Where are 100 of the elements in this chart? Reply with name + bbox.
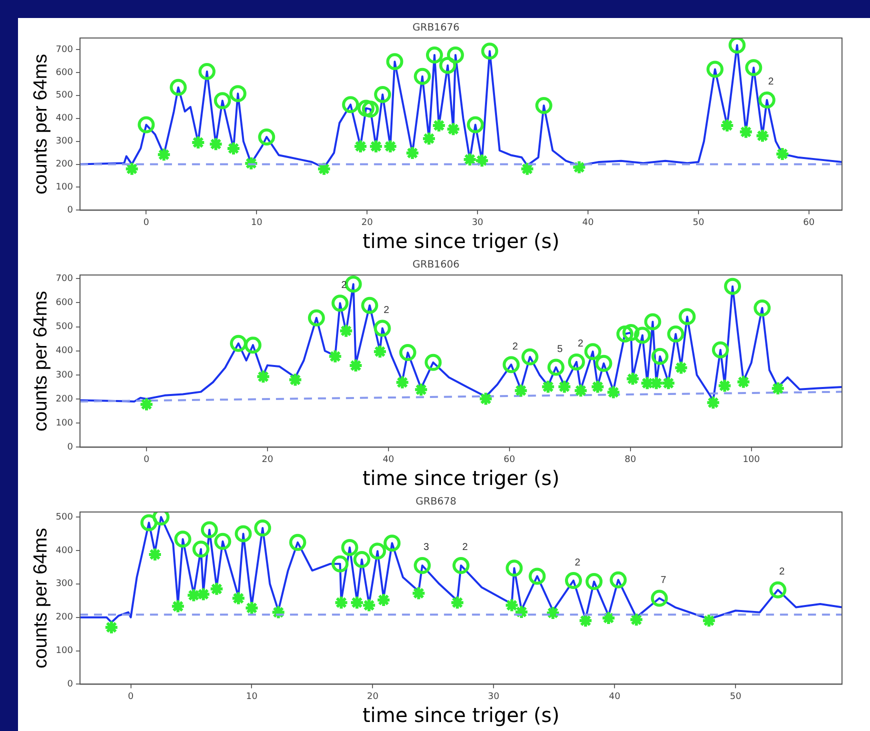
annotation: 2 [462, 542, 468, 554]
annotation: 7 [660, 575, 667, 586]
x-tick-label: 60 [803, 218, 815, 228]
point [104, 620, 119, 635]
point [502, 356, 520, 374]
point [208, 136, 224, 152]
point [374, 86, 392, 103]
point [452, 557, 470, 574]
point [382, 138, 398, 154]
y-tick-label: 300 [56, 370, 74, 380]
x-tick-label: 20 [366, 692, 379, 702]
point [414, 382, 429, 398]
y-tick-label: 200 [56, 394, 74, 404]
annotation: 2 [574, 557, 581, 568]
point [139, 396, 154, 412]
point [256, 369, 271, 384]
point [386, 53, 404, 70]
point [728, 38, 746, 54]
point [545, 605, 560, 620]
point [514, 604, 529, 620]
point [528, 568, 546, 585]
point [196, 586, 211, 602]
point [214, 92, 231, 110]
point [474, 153, 490, 168]
y-axis-title: counts per 64ms [30, 290, 52, 432]
point [738, 124, 754, 140]
point [446, 46, 464, 64]
y-tick-label: 700 [56, 44, 74, 55]
point [504, 598, 520, 613]
point [372, 344, 388, 360]
point [374, 320, 391, 337]
point [332, 294, 349, 312]
x-tick-label: 20 [361, 218, 374, 228]
point [352, 138, 368, 154]
point [254, 520, 272, 537]
annotation: 5 [557, 344, 564, 355]
point [610, 571, 627, 588]
point [520, 161, 535, 176]
point [573, 383, 588, 398]
point [745, 59, 762, 76]
y-tick-label: 100 [56, 182, 74, 193]
point [384, 534, 401, 552]
point [556, 379, 572, 394]
point [724, 278, 742, 295]
y-axis-title: counts per 64ms [30, 54, 52, 194]
point [156, 147, 172, 162]
point [678, 308, 696, 326]
y-tick-label: 600 [56, 68, 74, 78]
point [578, 613, 594, 628]
point [138, 116, 155, 134]
point [622, 324, 640, 342]
point [720, 118, 735, 133]
point [244, 600, 260, 616]
point [369, 542, 386, 560]
x-axis-title: time since triger (s) [362, 703, 560, 728]
x-tick-label: 10 [246, 692, 258, 702]
point [230, 334, 247, 352]
point [754, 299, 771, 316]
y-tick-label: 300 [56, 579, 74, 590]
y-tick-label: 400 [56, 114, 74, 124]
y-tick-label: 0 [67, 206, 74, 216]
x-tick-label: 100 [742, 454, 760, 465]
point [361, 296, 378, 314]
point [717, 378, 732, 394]
point [439, 56, 456, 74]
annotation: 2 [512, 341, 518, 352]
point [344, 276, 362, 293]
x-tick-label: 50 [692, 218, 704, 228]
point [170, 78, 187, 96]
annotation: 2 [578, 338, 584, 350]
point [595, 354, 612, 372]
x-axis-title: time since triger (s) [362, 229, 560, 254]
point [338, 323, 354, 338]
point [353, 550, 370, 568]
point [701, 613, 716, 628]
point [214, 532, 232, 550]
y-tick-label: 300 [56, 136, 74, 147]
x-tick-label: 60 [504, 454, 516, 465]
point [586, 573, 603, 590]
y-tick-label: 500 [56, 90, 74, 101]
point [478, 391, 494, 406]
point [481, 42, 498, 60]
annotation: 2 [768, 76, 774, 88]
point [450, 595, 465, 610]
point [660, 376, 676, 391]
point [466, 116, 484, 134]
point [513, 383, 528, 398]
point [358, 100, 375, 117]
x-tick-label: 0 [143, 218, 150, 228]
point [147, 546, 162, 562]
annotation: 3 [424, 542, 430, 554]
point [140, 514, 158, 532]
point [332, 555, 349, 572]
point [706, 395, 721, 410]
y-tick-label: 500 [56, 512, 74, 522]
point [170, 598, 186, 614]
point [601, 610, 616, 626]
point [316, 161, 332, 176]
point [535, 97, 552, 114]
point [399, 344, 416, 362]
